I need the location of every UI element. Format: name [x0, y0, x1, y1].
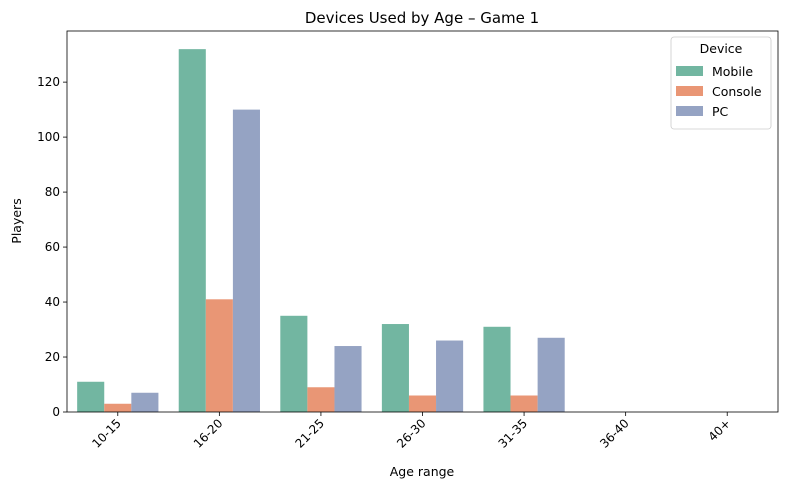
bar-pc-16-20	[232, 109, 260, 412]
y-ticks: 0 20 40 60 80 100 120	[37, 75, 67, 419]
legend-swatch-mobile	[676, 66, 703, 76]
x-tick-label: 10-15	[89, 416, 124, 451]
y-axis-label: Players	[9, 198, 24, 243]
y-tick-label: 40	[45, 295, 60, 309]
bar-console-16-20	[205, 299, 233, 412]
bar-pc-26-30	[436, 340, 464, 412]
bar-mobile-26-30	[381, 324, 409, 412]
y-tick-label: 80	[45, 185, 60, 199]
y-tick-label: 20	[45, 350, 60, 364]
bar-console-31-35	[510, 395, 538, 412]
x-tick-label: 36-40	[597, 416, 632, 451]
bar-console-26-30	[408, 395, 437, 412]
x-axis-label: Age range	[390, 464, 455, 479]
bar-pc-21-25	[334, 346, 362, 412]
legend-label-pc: PC	[712, 104, 729, 119]
chart-title: Devices Used by Age – Game 1	[305, 9, 539, 27]
legend-title: Device	[700, 41, 743, 56]
bar-mobile-21-25	[280, 315, 308, 412]
bar-pc-10-15	[131, 392, 159, 412]
bar-mobile-10-15	[77, 381, 105, 412]
y-tick-label: 100	[37, 130, 60, 144]
bar-console-21-25	[307, 387, 335, 412]
y-tick-label: 60	[45, 240, 60, 254]
x-ticks: 10-15 16-20 21-25 26-30 31-35 36-40 40+	[89, 412, 733, 451]
x-tick-label: 21-25	[292, 416, 327, 451]
legend-label-console: Console	[712, 84, 762, 99]
bar-pc-31-35	[537, 337, 565, 412]
bar-console-10-15	[104, 403, 132, 412]
x-tick-label: 31-35	[496, 416, 531, 451]
legend-swatch-console	[676, 86, 703, 96]
y-tick-label: 120	[37, 75, 60, 89]
legend-items: Mobile Console PC	[676, 64, 762, 119]
y-tick-label: 0	[52, 405, 60, 419]
legend-swatch-pc	[676, 106, 703, 116]
x-tick-label: 40+	[706, 416, 734, 444]
bar-mobile-16-20	[178, 49, 206, 413]
bar-mobile-31-35	[483, 326, 511, 412]
legend: Device Mobile Console PC	[670, 36, 772, 130]
legend-label-mobile: Mobile	[712, 64, 753, 79]
bars-group	[77, 49, 565, 413]
x-tick-label: 26-30	[394, 416, 429, 451]
x-tick-label: 16-20	[191, 416, 226, 451]
